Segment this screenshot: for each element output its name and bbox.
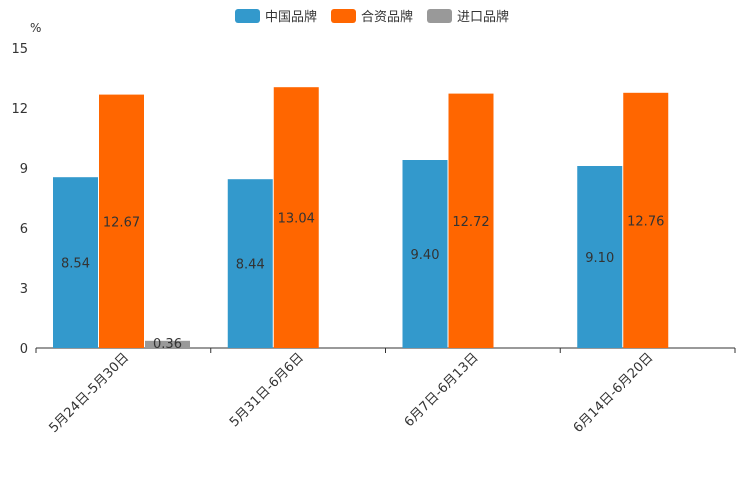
- bar-1-2: [448, 93, 494, 348]
- bar-value-label: 8.54: [61, 257, 90, 272]
- bar-0-0: [53, 177, 98, 348]
- bar-1-0: [99, 94, 144, 348]
- bar-0-3: [577, 166, 623, 348]
- x-tick-label: 6月7日-6月13日: [402, 350, 482, 430]
- x-tick-label: 5月31日-6月6日: [227, 350, 307, 430]
- bar-2-0: [145, 340, 190, 348]
- bar-1-1: [273, 87, 319, 348]
- bar-value-label: 0.36: [153, 337, 182, 352]
- legend-item-jv-brand[interactable]: 合资品牌: [330, 6, 413, 25]
- bar-value-label: 12.72: [452, 215, 489, 230]
- bar-0-2: [402, 160, 448, 348]
- y-tick-label: 3: [20, 282, 28, 297]
- bar-1-3: [623, 92, 669, 348]
- legend-item-china-brand[interactable]: 中国品牌: [234, 6, 317, 25]
- x-tick-label: 5月24日-5月30日: [46, 350, 132, 436]
- legend-label-import-brand: 进口品牌: [457, 10, 510, 25]
- legend-label-china-brand: 中国品牌: [264, 10, 317, 25]
- legend-label-jv-brand: 合资品牌: [360, 10, 413, 25]
- legend-item-import-brand[interactable]: 进口品牌: [427, 6, 509, 25]
- bar-value-label: 8.44: [236, 258, 265, 273]
- bar-value-label: 12.67: [103, 215, 140, 230]
- y-axis-unit: %: [30, 21, 42, 35]
- bar-value-label: 13.04: [278, 212, 315, 227]
- bar-value-label: 9.10: [585, 251, 614, 266]
- y-tick-label: 6: [20, 222, 28, 237]
- legend: 中国品牌 合资品牌 进口品牌: [0, 6, 744, 25]
- bar-value-label: 12.76: [627, 214, 664, 229]
- y-tick-label: 9: [20, 162, 28, 177]
- legend-swatch-jv-brand: [330, 8, 356, 23]
- y-tick-label: 15: [11, 42, 28, 57]
- x-tick-label: 6月14日-6月20日: [571, 350, 657, 436]
- bar-value-label: 9.40: [411, 248, 440, 263]
- legend-swatch-china-brand: [234, 8, 260, 23]
- bar-0-1: [227, 179, 273, 348]
- y-tick-label: 12: [11, 102, 28, 117]
- legend-swatch-import-brand: [427, 8, 452, 23]
- y-tick-label: 0: [20, 342, 28, 357]
